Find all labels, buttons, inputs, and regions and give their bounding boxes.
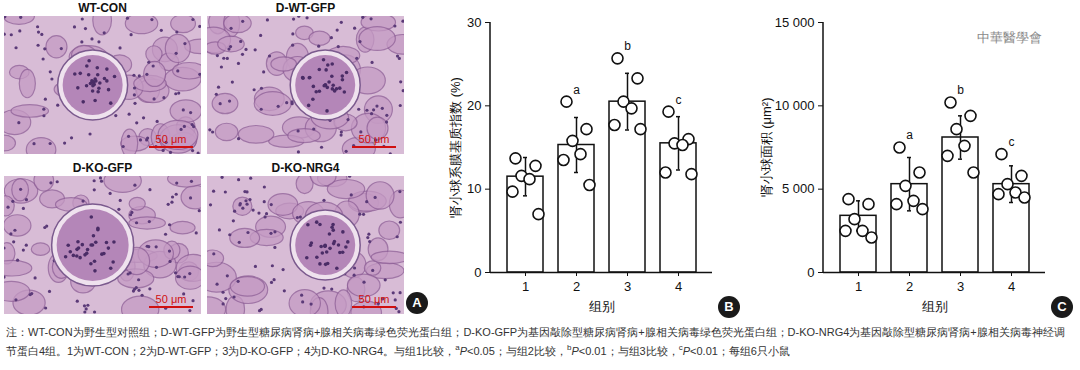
svg-text:b: b — [957, 83, 964, 97]
svg-text:15 000: 15 000 — [775, 15, 815, 30]
svg-text:WT-CON: WT-CON — [78, 1, 127, 15]
svg-text:50 μm: 50 μm — [359, 293, 390, 305]
svg-text:1: 1 — [522, 279, 529, 294]
svg-text:2: 2 — [906, 279, 913, 294]
html-text:注：WT-CON为野生型对照组；D-WT-GFP为野生型糖尿: 注：WT-CON为野生型对照组；D-WT-GFP为野生型糖尿病肾病+腺相关病毒绿… — [6, 326, 1065, 357]
svg-text:4: 4 — [675, 279, 682, 294]
html-text:C: C — [1057, 299, 1067, 314]
svg-text:0: 0 — [807, 265, 814, 280]
svg-text:组别: 组别 — [589, 299, 615, 314]
svg-text:3: 3 — [957, 279, 964, 294]
svg-text:组别: 组别 — [922, 299, 948, 314]
svg-text:10: 10 — [467, 181, 481, 196]
svg-text:肾小球面积 (μm²): 肾小球面积 (μm²) — [759, 98, 774, 198]
svg-text:c: c — [1009, 135, 1015, 149]
html-text:B: B — [724, 299, 734, 314]
svg-text:c: c — [676, 93, 682, 107]
svg-text:50 μm: 50 μm — [156, 293, 187, 305]
svg-text:20: 20 — [467, 98, 481, 113]
svg-text:a: a — [573, 83, 580, 97]
svg-text:0: 0 — [474, 265, 481, 280]
svg-text:D-WT-GFP: D-WT-GFP — [276, 1, 335, 15]
svg-text:a: a — [906, 128, 913, 142]
svg-text:D-KO-GFP: D-KO-GFP — [73, 161, 132, 175]
svg-text:1: 1 — [855, 279, 862, 294]
svg-text:3: 3 — [624, 279, 631, 294]
svg-text:30: 30 — [467, 15, 481, 30]
svg-text:10 000: 10 000 — [775, 98, 815, 113]
html-text:A: A — [412, 295, 422, 310]
svg-text:5 000: 5 000 — [782, 181, 815, 196]
svg-text:D-KO-NRG4: D-KO-NRG4 — [272, 161, 340, 175]
svg-text:50 μm: 50 μm — [156, 133, 187, 145]
svg-text:4: 4 — [1008, 279, 1015, 294]
svg-text:b: b — [624, 39, 631, 53]
svg-text:50 μm: 50 μm — [359, 133, 390, 145]
svg-text:2: 2 — [573, 279, 580, 294]
svg-text:肾小球系膜基质指数 (%): 肾小球系膜基质指数 (%) — [448, 77, 463, 218]
svg-text:中華醫學會: 中華醫學會 — [977, 30, 1042, 45]
